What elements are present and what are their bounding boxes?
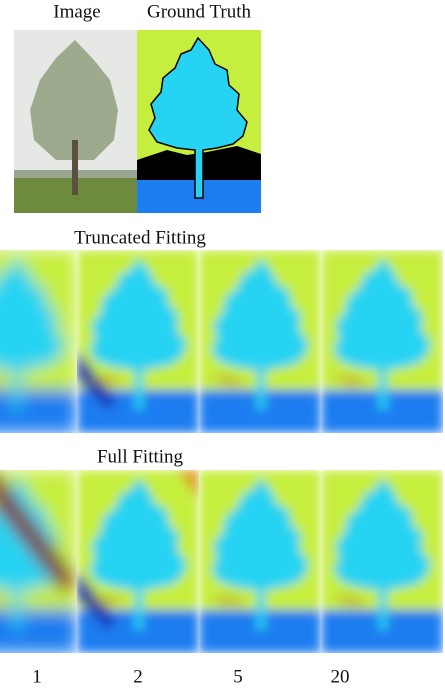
blurred bbox=[77, 250, 199, 433]
iteration-labels: 1 2 5 20 bbox=[32, 666, 349, 687]
panel-content bbox=[0, 250, 77, 433]
section-title: Truncated Fitting bbox=[74, 227, 206, 248]
blurred bbox=[321, 250, 443, 433]
panel-content bbox=[77, 250, 199, 433]
panel-content bbox=[0, 470, 77, 653]
panel-content bbox=[199, 250, 321, 433]
blurred bbox=[0, 250, 77, 433]
panel-image bbox=[199, 250, 321, 433]
fitting-panel bbox=[199, 470, 321, 653]
panel-image bbox=[77, 470, 199, 653]
panel-content bbox=[321, 250, 443, 433]
blurred bbox=[0, 470, 77, 653]
panel-content bbox=[199, 470, 321, 653]
panel-content bbox=[77, 470, 199, 653]
blurred bbox=[321, 470, 443, 653]
panel-content bbox=[321, 470, 443, 653]
panel-image bbox=[0, 250, 77, 433]
blurred bbox=[199, 250, 321, 433]
fitting-panel bbox=[77, 250, 199, 433]
panel-image bbox=[199, 470, 321, 653]
truncated-row bbox=[0, 250, 443, 433]
section-title: Full Fitting bbox=[97, 446, 184, 467]
iteration-label: 5 bbox=[233, 666, 243, 687]
iteration-label: 1 bbox=[32, 666, 42, 687]
panel-image bbox=[321, 250, 443, 433]
panel-image bbox=[321, 470, 443, 653]
panel-image bbox=[77, 250, 199, 433]
page: {"header": {"image_label": "Image", "gro… bbox=[0, 0, 445, 692]
full-row bbox=[0, 470, 443, 653]
fitting-panel bbox=[199, 250, 321, 433]
iteration-label: 2 bbox=[133, 666, 143, 687]
fitting-panel bbox=[0, 250, 77, 433]
fitting-panel bbox=[77, 470, 199, 653]
ground-truth-image bbox=[137, 30, 261, 213]
fitting-panel bbox=[321, 250, 443, 433]
ground-truth-label: Ground Truth bbox=[147, 1, 251, 22]
blurred bbox=[77, 470, 199, 653]
input-image bbox=[14, 30, 137, 213]
iteration-label: 20 bbox=[331, 666, 350, 687]
figure: Image Ground Truth Truncated Fitting Ful… bbox=[0, 0, 445, 692]
fitting-panel bbox=[321, 470, 443, 653]
blurred bbox=[199, 470, 321, 653]
fitting-panel bbox=[0, 470, 77, 653]
image-label: Image bbox=[53, 1, 100, 22]
